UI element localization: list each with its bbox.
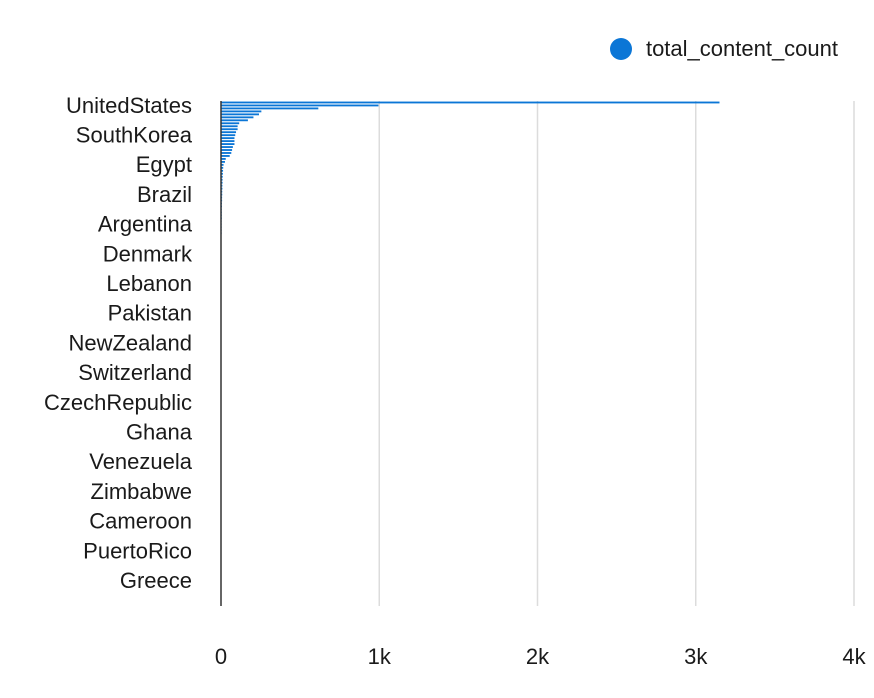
bar[interactable] [221,128,238,131]
y-tick-label: UnitedStates [66,93,192,118]
y-tick-label: PuertoRico [83,538,192,563]
bar[interactable] [221,158,226,160]
bar[interactable] [221,134,236,137]
y-tick-label: Pakistan [108,301,192,326]
y-tick-label: NewZealand [68,330,192,355]
bar[interactable] [221,149,233,151]
x-tick-label: 4k [842,644,866,669]
bar[interactable] [221,137,235,140]
bar[interactable] [221,119,248,122]
y-tick-labels: UnitedStates SouthKorea Egypt Brazil Argenti… [44,93,193,593]
x-tick-label: 0 [215,644,227,669]
bar[interactable] [221,113,259,116]
legend-label: total_content_count [645,36,838,61]
y-tick-label: Argentina [98,212,193,237]
bar[interactable] [221,152,232,154]
y-tick-label: Ghana [126,420,193,445]
y-tick-label: Greece [120,568,192,593]
bar[interactable] [221,163,224,166]
bars [221,101,720,606]
grid-lines [378,101,855,606]
bar[interactable] [221,175,223,178]
bar[interactable] [221,104,379,107]
y-tick-label: CzechRepublic [44,390,192,415]
y-tick-label: Cameroon [89,509,192,534]
bar[interactable] [221,101,720,104]
y-tick-label: Denmark [103,241,193,266]
y-tick-label: Switzerland [78,360,192,385]
y-tick-label: Zimbabwe [91,479,192,504]
bar[interactable] [221,131,237,134]
bar[interactable] [221,178,223,181]
x-tick-label: 2k [526,644,550,669]
y-tick-label: SouthKorea [76,123,193,148]
bar[interactable] [221,160,225,163]
bar[interactable] [221,169,224,172]
y-tick-label: Venezuela [89,449,193,474]
y-tick-label: Lebanon [106,271,192,296]
bar[interactable] [221,125,238,128]
x-tick-labels: 0 1k 2k 3k 4k [215,644,867,669]
bar[interactable] [221,143,235,145]
bar[interactable] [221,166,224,169]
legend-marker [609,38,632,60]
bar[interactable] [221,116,254,119]
y-tick-label: Brazil [137,182,192,207]
legend[interactable]: total_content_count [609,36,838,62]
bar[interactable] [221,107,319,110]
bar[interactable] [221,181,223,184]
bar[interactable] [221,146,233,148]
bar[interactable] [221,155,230,157]
y-tick-label: Egypt [136,152,192,177]
bar[interactable] [221,110,262,113]
bar[interactable] [221,172,223,175]
x-tick-label: 3k [684,644,708,669]
bar[interactable] [221,140,235,143]
x-tick-label: 1k [368,644,392,669]
bar[interactable] [221,122,240,125]
